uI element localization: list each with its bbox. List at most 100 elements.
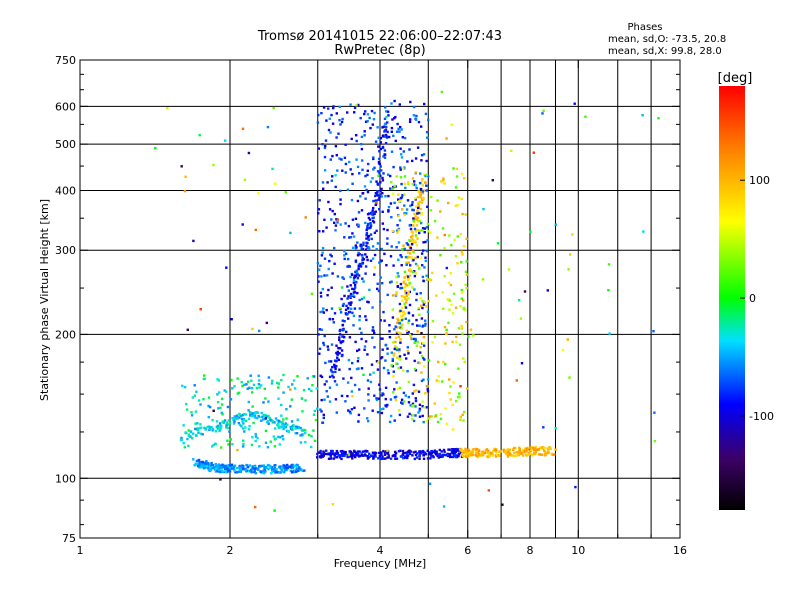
echo-point [360, 367, 364, 370]
echo-point [412, 251, 415, 254]
echo-point [429, 231, 432, 235]
echo-point [406, 275, 410, 278]
echo-point [311, 384, 314, 387]
echo-point [225, 465, 228, 468]
echo-point [301, 410, 304, 413]
echo-point [341, 335, 344, 338]
echo-point [366, 173, 369, 177]
echo-point [242, 418, 246, 422]
echo-point [439, 417, 443, 421]
echo-point [371, 219, 375, 223]
echo-point [413, 367, 417, 371]
echo-point [376, 182, 379, 185]
echo-point [448, 234, 451, 237]
echo-point [254, 435, 258, 438]
echo-point [405, 301, 408, 304]
echo-point [238, 412, 241, 416]
echo-point [194, 410, 198, 413]
echo-point [397, 450, 401, 453]
echo-point [372, 216, 375, 219]
echo-point [425, 274, 428, 277]
echo-point [364, 248, 368, 251]
echo-point [353, 291, 357, 294]
echo-point [397, 319, 400, 322]
echo-point [414, 157, 418, 160]
echo-point [407, 269, 411, 272]
echo-point [382, 457, 385, 460]
echo-point [416, 452, 419, 455]
echo-point [371, 306, 374, 309]
echo-point [406, 454, 410, 457]
echo-point [355, 271, 359, 274]
echo-point [254, 505, 257, 509]
echo-point [369, 380, 373, 384]
echo-point [359, 195, 362, 198]
echo-point [411, 417, 414, 421]
echo-point [230, 318, 233, 321]
echo-point [437, 360, 440, 364]
echo-point [216, 401, 220, 404]
echo-point [361, 259, 364, 262]
echo-point [380, 411, 384, 415]
echo-point [393, 388, 396, 391]
echo-point [365, 237, 368, 240]
echo-point [237, 470, 241, 474]
echo-point [221, 465, 224, 469]
echo-point [401, 194, 404, 197]
echo-point [273, 470, 276, 473]
echo-point [371, 177, 374, 180]
echo-point [268, 416, 271, 420]
echo-point [406, 370, 409, 373]
echo-point [433, 219, 437, 223]
echo-point [468, 449, 471, 453]
echo-point [282, 464, 285, 467]
echo-point [221, 420, 224, 423]
echo-point [384, 129, 387, 132]
echo-point [407, 319, 411, 322]
echo-point [420, 332, 423, 335]
echo-point [422, 454, 425, 457]
echo-point [383, 451, 387, 454]
echo-point [420, 201, 424, 204]
echo-point [452, 381, 455, 384]
echo-point [416, 229, 420, 232]
echo-point [343, 257, 346, 261]
echo-point [392, 391, 395, 394]
echo-point [364, 174, 367, 178]
echo-point [245, 383, 248, 386]
echo-point [418, 231, 421, 235]
echo-point [223, 464, 226, 467]
echo-point [364, 120, 368, 123]
echo-point [355, 281, 358, 284]
echo-point [271, 379, 274, 382]
echo-point [458, 392, 461, 395]
echo-point [402, 391, 406, 395]
echo-point [396, 387, 399, 391]
echo-point [382, 125, 385, 128]
echo-point [407, 380, 410, 384]
echo-point [273, 509, 276, 512]
echo-point [282, 438, 285, 441]
echo-point [364, 197, 367, 200]
echo-point [243, 383, 246, 387]
echo-point [454, 453, 457, 456]
echo-point [446, 298, 449, 301]
echo-point [348, 367, 351, 371]
echo-point [194, 427, 197, 431]
echo-point [371, 326, 375, 329]
echo-point [257, 374, 260, 377]
echo-point [417, 204, 421, 208]
echo-point [396, 326, 399, 329]
echo-point [244, 426, 247, 429]
echo-point [348, 450, 351, 453]
echo-point [483, 451, 487, 455]
echo-point [427, 359, 431, 362]
echo-point [421, 449, 425, 453]
echo-point [317, 147, 320, 150]
echo-point [374, 201, 378, 204]
phases-heading: Phases [627, 22, 662, 33]
echo-point [355, 246, 358, 249]
echo-point [653, 439, 657, 443]
echo-point [328, 208, 332, 211]
echo-point [392, 134, 395, 137]
